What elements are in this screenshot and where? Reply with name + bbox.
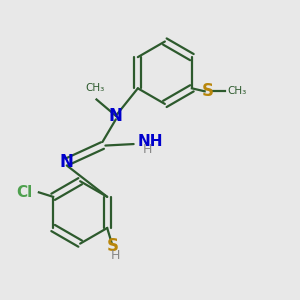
Text: NH: NH	[138, 134, 164, 149]
Text: S: S	[202, 82, 214, 100]
Text: N: N	[109, 107, 123, 125]
Text: CH₃: CH₃	[228, 86, 247, 96]
Text: Cl: Cl	[17, 185, 33, 200]
Text: H: H	[143, 143, 153, 156]
Text: CH₃: CH₃	[85, 83, 105, 93]
Text: N: N	[60, 153, 74, 171]
Text: H: H	[111, 249, 120, 262]
Text: S: S	[107, 237, 119, 255]
